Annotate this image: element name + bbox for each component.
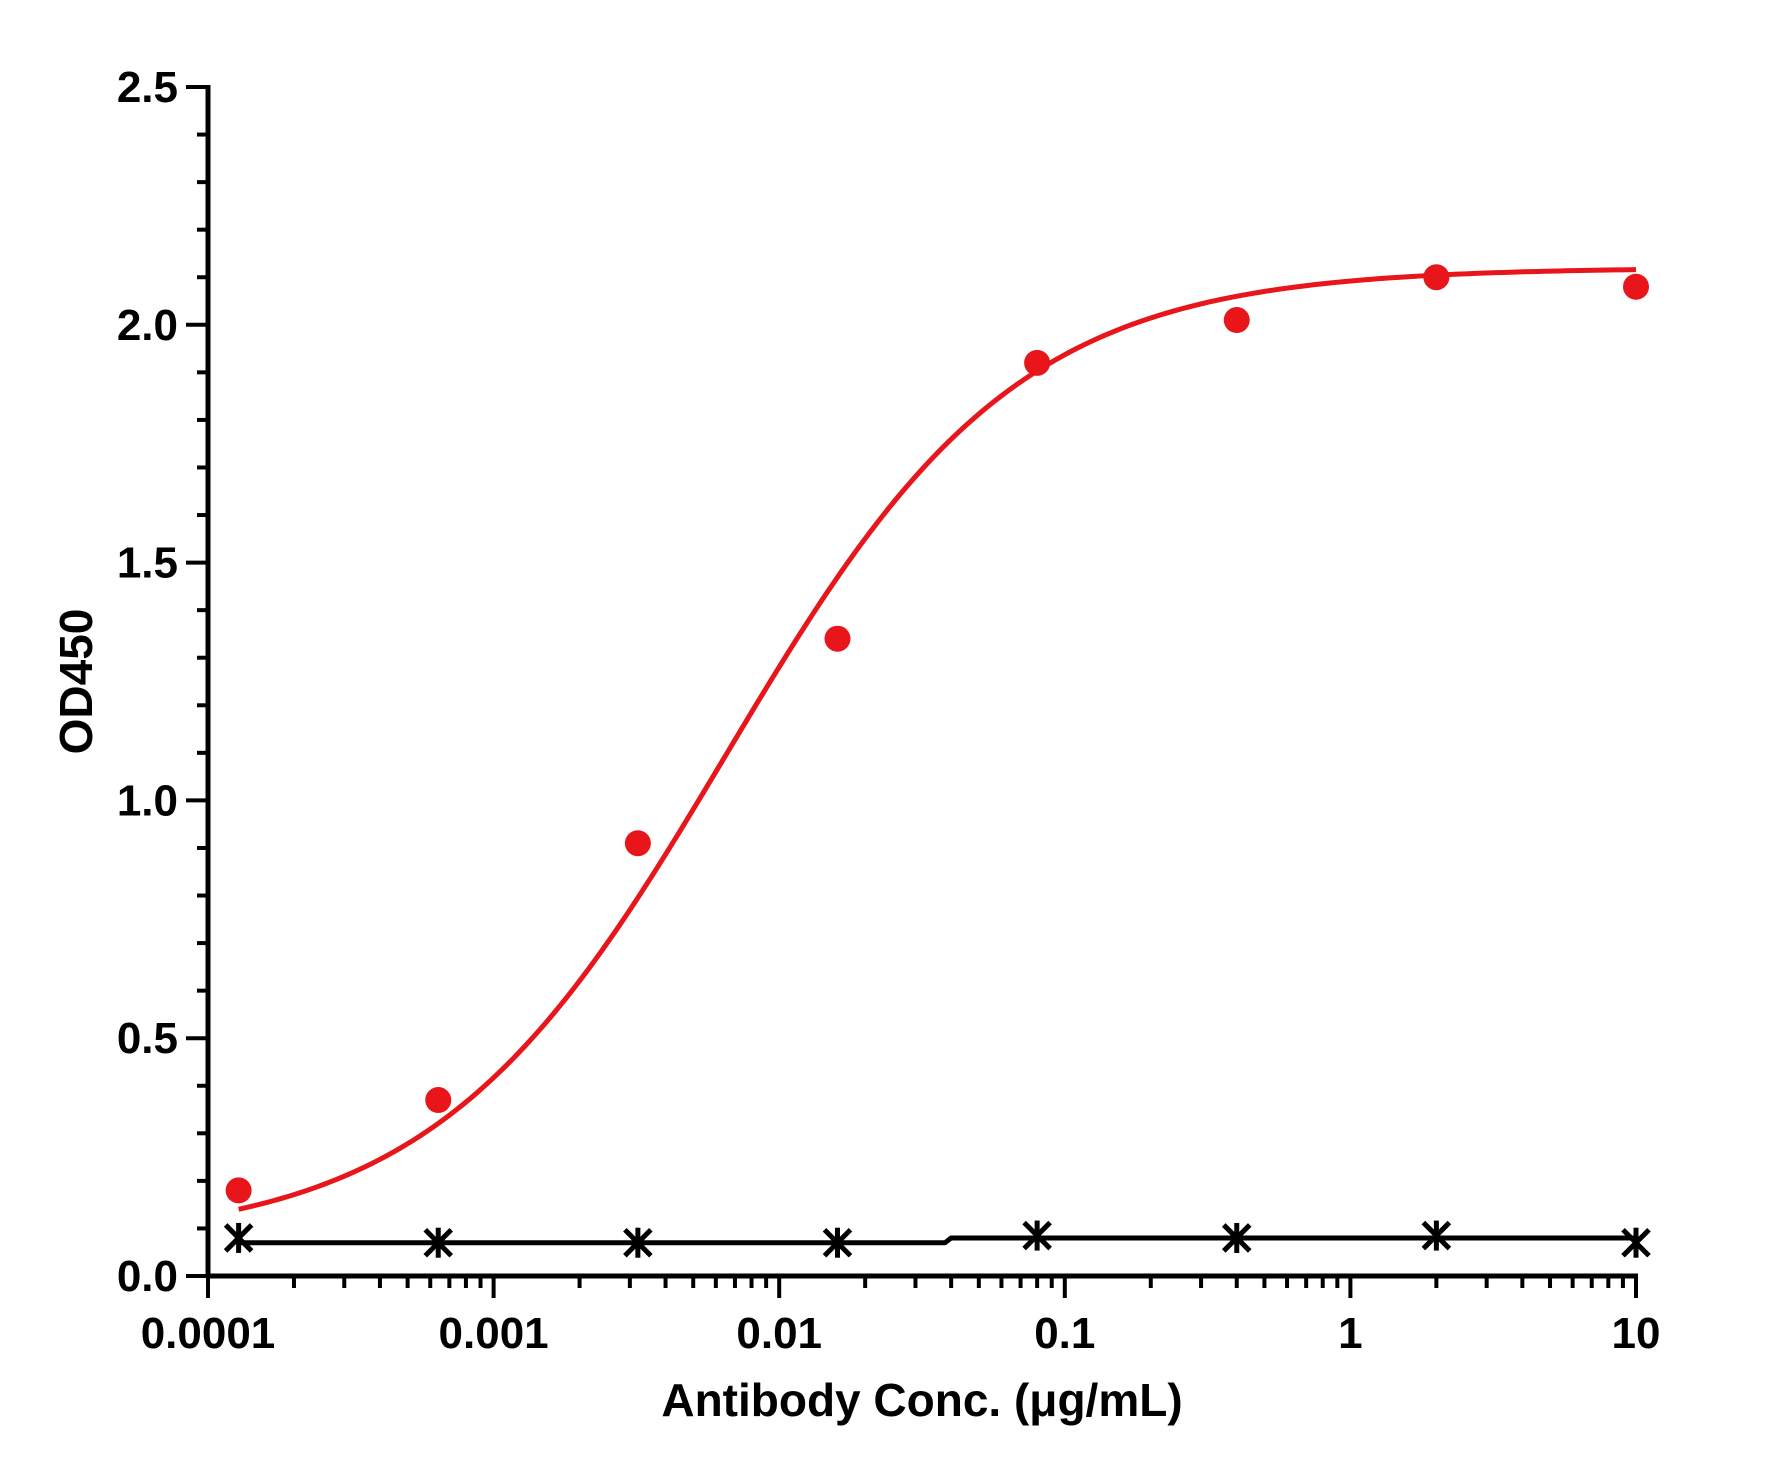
series-0: [225, 264, 1649, 1212]
data-point: [1621, 1227, 1651, 1258]
data-point: [1423, 264, 1450, 291]
data-point: [1221, 1222, 1252, 1253]
y-tick-label: 1.5: [117, 539, 178, 588]
x-tick-label: 1: [1338, 1309, 1362, 1358]
data-point: [1022, 1220, 1052, 1251]
y-tick-label: 1.0: [117, 776, 178, 825]
data-point: [824, 625, 851, 652]
data-point: [1024, 349, 1051, 376]
fit-curve-1: [238, 1235, 1636, 1246]
x-tick-label: 10: [1612, 1309, 1661, 1358]
x-axis: 0.0001 0.001 0.01 0.1 1 10: [141, 1273, 1661, 1358]
data-point: [624, 830, 651, 857]
y-tick-label: 0.0: [117, 1252, 178, 1301]
data-point: [1223, 307, 1250, 334]
x-tick-label: 0.01: [736, 1309, 822, 1358]
data-point: [223, 1222, 254, 1253]
data-point: [225, 1177, 252, 1204]
x-tick-label: 0.001: [439, 1309, 549, 1358]
y-tick-label: 0.5: [117, 1014, 178, 1063]
y-tick-label: 2.0: [117, 301, 178, 350]
x-tick-label: 0.1: [1034, 1309, 1095, 1358]
series-layer: [223, 264, 1651, 1258]
x-tick-label: 0.0001: [141, 1309, 276, 1358]
data-point: [423, 1227, 454, 1258]
data-point: [623, 1227, 653, 1258]
y-axis: 0.0 0.5 1.0 1.5 2.0 2.5: [117, 63, 211, 1301]
y-axis-title: OD450: [50, 609, 102, 755]
fit-curve-0: [238, 267, 1637, 1212]
x-axis-title: Antibody Conc. (μg/mL): [661, 1374, 1182, 1426]
series-1: [223, 1220, 1651, 1258]
data-point: [1421, 1220, 1452, 1251]
data-point: [822, 1227, 853, 1258]
data-point: [1623, 273, 1649, 300]
y-tick-label: 2.5: [117, 63, 178, 112]
data-point: [425, 1087, 452, 1114]
